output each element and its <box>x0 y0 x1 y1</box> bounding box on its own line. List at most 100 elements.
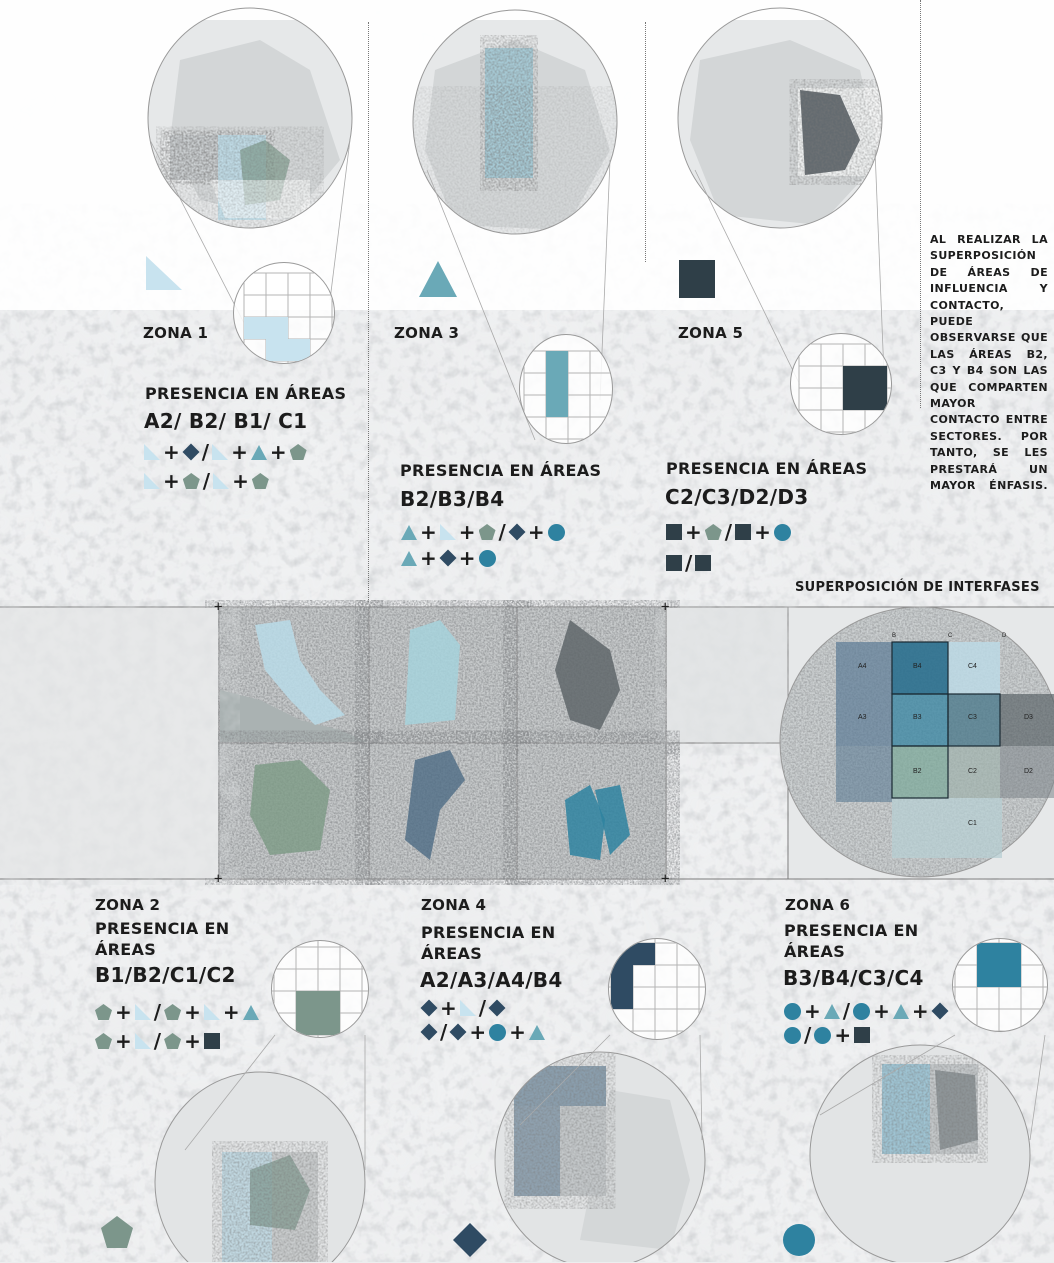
zone3-symbol-row: + + / + <box>401 521 565 543</box>
zone1-grid-lens <box>233 262 335 364</box>
zone3-title: ZONA 3 <box>394 324 460 342</box>
zone4-presence-line1: PRESENCIA EN <box>421 923 556 942</box>
map-label-b3: B3 <box>913 714 922 721</box>
zone3-presence-label: PRESENCIA EN ÁREAS <box>400 461 602 480</box>
plus-sign: + <box>163 440 180 464</box>
zone2-symbol-row: + / + <box>95 1030 220 1052</box>
zone1-areas: A2/ B2/ B1/ C1 <box>144 409 308 433</box>
side-note: AL REALIZAR LA SUPERPOSICIÓN DE ÁREAS DE… <box>930 233 1048 493</box>
triangle-teal-icon <box>401 550 417 566</box>
plus-sign: + <box>269 440 287 464</box>
pentagon-icon <box>704 524 722 540</box>
slash-sign: / <box>153 1000 162 1024</box>
map-label-col-c: C <box>948 633 953 639</box>
plus-sign: + <box>231 440 248 464</box>
triangle-light-icon <box>144 473 160 489</box>
zone3-symbol-row: + + <box>401 547 496 569</box>
zone5-grid-lens <box>790 333 892 435</box>
circle-icon <box>784 1002 801 1020</box>
circle-icon <box>784 1026 801 1044</box>
zone3-lens-diagram <box>412 9 618 441</box>
triangle-light-icon <box>134 1004 151 1020</box>
slash-sign: / <box>498 520 506 544</box>
zone6-lens-diagram <box>809 1034 1046 1262</box>
pentagon-icon <box>251 473 269 489</box>
triangle-light-icon <box>439 524 456 540</box>
plus-sign: + <box>754 520 771 544</box>
zone2-title: ZONA 2 <box>95 896 161 914</box>
map-label-d2: D2 <box>1024 768 1033 775</box>
triangle-light-icon <box>212 444 229 460</box>
square-dark-icon <box>735 524 752 540</box>
plus-sign: + <box>222 1000 240 1024</box>
plus-sign: + <box>420 546 437 570</box>
circle-icon <box>547 523 565 541</box>
plus-mark: + <box>661 599 670 615</box>
slash-sign: / <box>153 1029 162 1053</box>
zone2-presence-line2: ÁREAS <box>95 940 157 959</box>
plus-sign: + <box>685 520 702 544</box>
plus-mark: + <box>214 871 223 887</box>
pentagon-icon <box>164 1004 182 1020</box>
zone1-title: ZONA 1 <box>143 324 209 342</box>
zone6-grid-lens <box>952 938 1048 1032</box>
zone5-presence-label: PRESENCIA EN ÁREAS <box>666 459 868 478</box>
square-dark-icon <box>203 1033 220 1049</box>
slash-sign: / <box>842 999 851 1023</box>
zone3-grid-lens <box>519 334 613 444</box>
plus-sign: + <box>232 469 249 493</box>
zone4-presence-line2: ÁREAS <box>421 944 483 963</box>
map-label-c4: C4 <box>968 663 977 670</box>
zone6-presence-line2: ÁREAS <box>784 942 846 961</box>
map-label-a3: A3 <box>858 714 867 721</box>
plus-mark: + <box>214 599 223 615</box>
plus-sign: + <box>184 1029 201 1053</box>
diamond-icon <box>420 1023 438 1041</box>
zone2-grid-lens <box>271 940 369 1038</box>
plus-sign: + <box>115 1000 132 1024</box>
diamond-icon <box>508 523 526 541</box>
pentagon-icon <box>95 1004 112 1020</box>
plus-sign: + <box>469 1020 487 1044</box>
diamond-icon <box>439 549 457 567</box>
zone4-grid-lens <box>608 938 706 1040</box>
diamond-icon <box>488 999 506 1017</box>
plus-mark: + <box>661 871 670 887</box>
zone5-areas: C2/C3/D2/D3 <box>665 485 809 509</box>
plus-sign: + <box>911 999 929 1023</box>
slash-sign: / <box>724 520 733 544</box>
zone2-lens-diagram <box>154 1034 366 1262</box>
plus-sign: + <box>458 520 476 544</box>
square-dark-icon <box>695 555 712 571</box>
plus-sign: + <box>458 546 476 570</box>
triangle-teal-icon <box>401 524 417 540</box>
map-label-c2: C2 <box>968 768 977 775</box>
map-grid <box>0 606 1054 880</box>
map-label-b4: B4 <box>913 663 922 670</box>
triangle-teal-icon <box>823 1003 840 1019</box>
triangle-teal-icon <box>418 260 458 298</box>
pentagon-icon <box>289 444 307 460</box>
slash-sign: / <box>478 996 487 1020</box>
pentagon-icon <box>95 1033 112 1049</box>
map-label-d3: D3 <box>1024 714 1033 721</box>
slash-sign: / <box>202 469 211 493</box>
divider-line <box>645 22 646 262</box>
square-dark-icon <box>666 524 682 540</box>
plus-sign: + <box>873 999 890 1023</box>
slash-sign: / <box>201 440 210 464</box>
zone1-presence-label: PRESENCIA EN ÁREAS <box>145 384 347 403</box>
diamond-icon <box>420 999 438 1017</box>
divider-line <box>368 22 369 602</box>
zone4-lens-diagram <box>494 1034 706 1262</box>
plus-sign: + <box>804 999 821 1023</box>
slash-sign: / <box>804 1023 812 1047</box>
plus-sign: + <box>420 520 437 544</box>
zone3-areas: B2/B3/B4 <box>400 487 505 511</box>
square-dark-icon <box>666 555 682 571</box>
circle-icon <box>478 549 496 567</box>
triangle-teal-icon <box>528 1024 545 1040</box>
map-label-b2: B2 <box>913 768 922 775</box>
map-label-col-d: D <box>1002 633 1007 639</box>
map-label-a4: A4 <box>858 663 867 670</box>
